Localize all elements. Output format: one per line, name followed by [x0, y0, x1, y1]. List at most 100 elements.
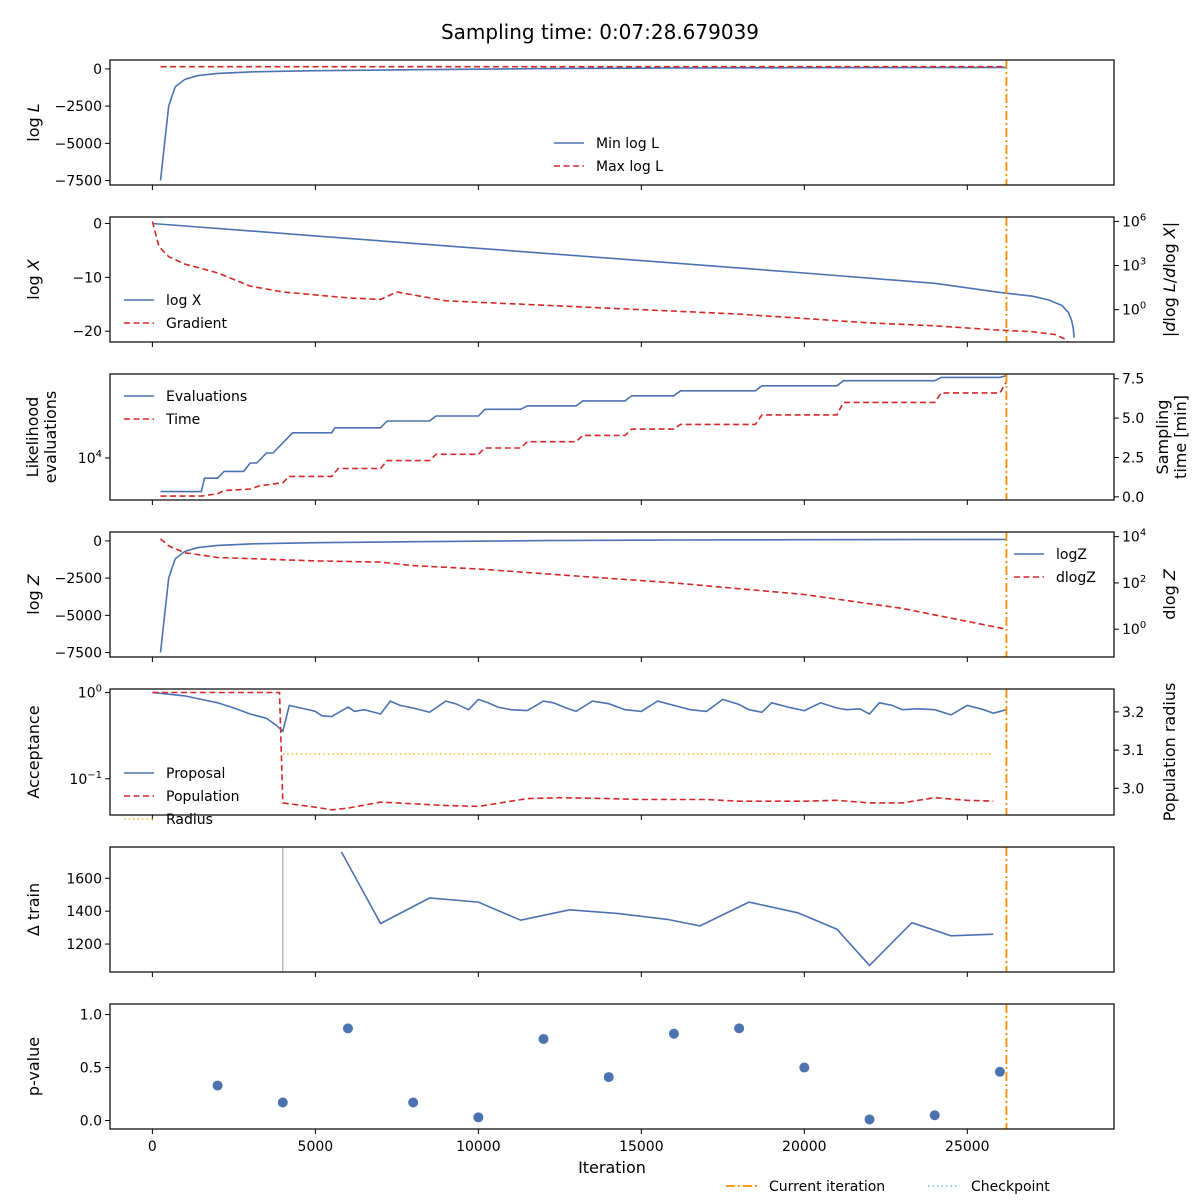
- legend-label: logZ: [1056, 547, 1087, 563]
- plot-area: [159, 65, 1007, 181]
- y2-tick-label: 102: [1122, 574, 1146, 592]
- pvalue-point: [277, 1097, 288, 1108]
- y-tick-label: −10: [72, 270, 102, 286]
- y-tick-label: 1400: [66, 904, 102, 920]
- axes-frame: [109, 688, 1115, 816]
- y-tick-label: 1200: [66, 937, 102, 953]
- pvalue-point: [929, 1110, 940, 1121]
- series-gradient: [151, 221, 1069, 342]
- y-axis-label: log Z: [24, 573, 43, 614]
- legend-label: log X: [166, 293, 202, 309]
- y2-axis-label: time [min]: [1171, 395, 1190, 479]
- legend: Min log L Max log L: [554, 136, 663, 175]
- y2-tick-label: 0.0: [1122, 490, 1144, 506]
- legend: logZ dlogZ: [1014, 547, 1096, 586]
- axes-frame: [109, 846, 1115, 973]
- y2-axis-label: Population radius: [1160, 683, 1179, 822]
- y2-tick-label: 100: [1122, 301, 1146, 319]
- panel-logx: 0 −10 −20 106 103 100 log X |dlog L/dlog X| log …: [24, 212, 1179, 347]
- y-axis-label: log X: [24, 258, 43, 299]
- pvalue-point: [342, 1023, 353, 1034]
- y-tick-label: 0: [93, 534, 102, 550]
- legend: log X Gradient: [124, 293, 227, 332]
- y2-tick-label: 100: [1122, 620, 1146, 638]
- panel-loglike: 0 −2500 −5000 −7500 log L Min log L Max log L: [24, 59, 1115, 190]
- plot-area: [152, 691, 1007, 811]
- pvalue-point: [408, 1097, 419, 1108]
- legend: Evaluations Time: [124, 389, 247, 428]
- axes-frame: [109, 531, 1115, 658]
- y2-tick-label: 103: [1122, 257, 1146, 275]
- legend-label: Population: [166, 789, 240, 805]
- plot-area: [160, 374, 1008, 497]
- series-log-x: [152, 222, 1075, 338]
- panel-pvalue: 0 5000 10000 15000 20000 25000 0.0 0.5 1.0 p-valu…: [24, 1003, 1115, 1177]
- y-tick-label: −7500: [55, 646, 102, 662]
- y-tick-label: −2500: [55, 99, 102, 115]
- series-proposal: [152, 691, 1007, 733]
- legend-label: Checkpoint: [971, 1179, 1050, 1195]
- legend-label: Current iteration: [769, 1179, 885, 1195]
- y2-axis-label: dlog Z: [1160, 568, 1179, 620]
- panel-acceptance: 100 10−1 3.0 3.1 3.2 Acceptance Population rad…: [24, 683, 1179, 828]
- y-axis-label: Acceptance: [24, 705, 43, 798]
- x-tick-label: 15000: [619, 1139, 664, 1155]
- y-tick-label: −20: [72, 324, 102, 340]
- legend-label: Radius: [166, 812, 213, 828]
- pvalue-point: [668, 1028, 679, 1039]
- legend: Proposal Population Radius: [124, 766, 240, 828]
- series-population: [152, 691, 994, 811]
- y2-tick-label: 2.5: [1122, 450, 1144, 466]
- pvalue-point: [603, 1072, 614, 1083]
- series-min-log-l: [159, 66, 1007, 181]
- plot-area: [212, 1023, 1005, 1125]
- panel-logz: 0 −2500 −5000 −7500 104 102 100 log Z dlog Z logZ…: [24, 528, 1179, 662]
- axes-frame: [109, 373, 1115, 501]
- y2-axis-label: Sampling: [1153, 400, 1172, 475]
- pvalue-point: [799, 1062, 810, 1073]
- axes-frame: [109, 216, 1115, 343]
- pvalue-point: [864, 1114, 875, 1125]
- y-tick-label: 1.0: [80, 1008, 102, 1024]
- axes-frame: [109, 59, 1115, 186]
- pvalue-point: [734, 1023, 745, 1034]
- y-tick-label: −5000: [55, 136, 102, 152]
- x-tick-label: 5000: [298, 1139, 334, 1155]
- series-evaluations: [160, 374, 1007, 493]
- y2-tick-label: 106: [1122, 212, 1146, 230]
- y2-tick-label: 3.1: [1122, 743, 1144, 759]
- legend-label: Gradient: [166, 316, 227, 332]
- plot-area: [159, 538, 1007, 653]
- figure-legend: Current iteration Checkpoint: [726, 1179, 1050, 1195]
- x-tick-label: 0: [148, 1139, 157, 1155]
- legend-label: Min log L: [596, 136, 659, 152]
- y-tick-label: 0: [93, 216, 102, 232]
- panel-delta-train: 1200 1400 1600 Δ train: [24, 846, 1115, 977]
- x-tick-label: 20000: [782, 1139, 827, 1155]
- y-tick-label: 104: [78, 449, 102, 467]
- pvalue-point: [538, 1033, 549, 1044]
- y2-axis-label: |dlog L/dlog X|: [1160, 222, 1179, 337]
- y-tick-label: −2500: [55, 571, 102, 587]
- y2-tick-label: 3.2: [1122, 705, 1144, 721]
- y-axis-label: Δ train: [24, 883, 43, 936]
- legend-label: Evaluations: [166, 389, 247, 405]
- x-tick-label: 10000: [456, 1139, 501, 1155]
- y-axis-label: log L: [24, 103, 43, 141]
- pvalue-point: [473, 1112, 484, 1123]
- y-tick-label: 0.0: [80, 1114, 102, 1130]
- y-tick-label: 10−1: [69, 770, 102, 788]
- x-axis-label: Iteration: [578, 1158, 646, 1177]
- y2-tick-label: 3.0: [1122, 781, 1144, 797]
- y-tick-label: −7500: [55, 174, 102, 190]
- y-axis-label: p-value: [24, 1037, 43, 1096]
- plot-area: [282, 847, 994, 972]
- y-tick-label: 0.5: [80, 1061, 102, 1077]
- axes-frame: [109, 1003, 1115, 1130]
- figure-title: Sampling time: 0:07:28.679039: [441, 20, 759, 44]
- series-logz: [159, 538, 1007, 653]
- y2-tick-label: 5.0: [1122, 411, 1144, 427]
- legend-label: dlogZ: [1056, 570, 1096, 586]
- legend-label: Proposal: [166, 766, 225, 782]
